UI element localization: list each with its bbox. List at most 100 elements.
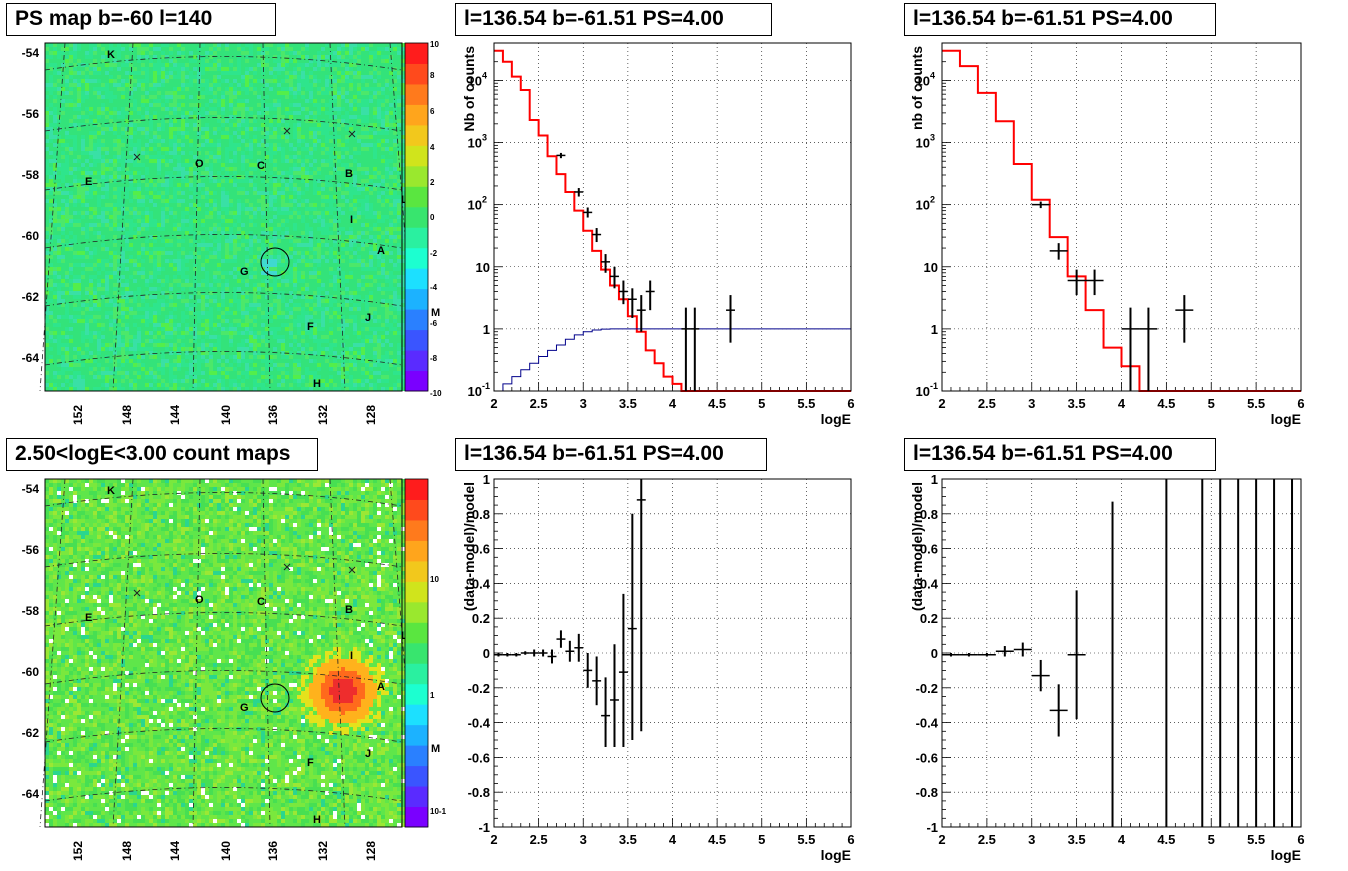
x-tick-label: 5.5 — [1247, 832, 1265, 847]
y-tick-label: 0 — [931, 646, 938, 661]
data-point — [1068, 590, 1086, 719]
x-tick-label: 2 — [490, 396, 497, 411]
lon-tick-label: 140 — [219, 405, 233, 425]
source-label: B — [345, 604, 353, 616]
y-tick-label: 10 — [916, 384, 930, 399]
source-label: J — [365, 312, 371, 324]
data-point — [565, 641, 574, 662]
data-point — [690, 308, 699, 391]
spectrum-top-middle-title: l=136.54 b=-61.51 PS=4.00 — [455, 3, 772, 36]
y-axis-title: (data-model)/model — [461, 482, 477, 611]
colorbar-segment — [405, 540, 428, 561]
lon-tick-label: 132 — [316, 841, 330, 861]
source-label: G — [240, 266, 249, 278]
ps-map: KOCBELIAGMJFNDH-54-56-58-60-62-641521481… — [22, 40, 442, 425]
x-tick-label: 5.5 — [797, 396, 815, 411]
colorbar-segment — [405, 499, 428, 520]
colorbar-segment — [405, 63, 428, 84]
data-point — [628, 514, 637, 740]
data-point — [592, 656, 601, 705]
colorbar-segment — [405, 166, 428, 187]
y-tick-exponent: 4 — [482, 70, 487, 80]
source-label: O — [195, 594, 204, 606]
x-axis-title: logE — [1271, 411, 1301, 427]
chart-bottom-right: 2 2.5 3 3.5 4 4.5 5 5.5 6-1-0.8-0.6-0.4-0.200.20… — [909, 472, 1305, 863]
source-label: G — [240, 702, 249, 714]
lon-tick-label: 136 — [266, 841, 280, 861]
x-tick-label: 4.5 — [1157, 396, 1175, 411]
x-tick-label: 2.5 — [978, 832, 996, 847]
lon-tick-label: 128 — [364, 841, 378, 861]
y-tick-exponent: 2 — [482, 195, 487, 205]
data-point — [503, 653, 512, 656]
x-tick-label: 4 — [1118, 832, 1126, 847]
x-tick-label: 6 — [1297, 396, 1304, 411]
lat-tick-label: -62 — [22, 290, 40, 304]
data-point — [583, 653, 592, 688]
data-point — [548, 650, 557, 664]
x-tick-label: 5.5 — [1247, 396, 1265, 411]
colorbar-segment — [405, 663, 428, 684]
colorbar-segment — [405, 786, 428, 807]
residual-bottom-right-title: l=136.54 b=-61.51 PS=4.00 — [904, 438, 1216, 471]
x-tick-label: 2 — [938, 832, 945, 847]
colorbar-tick-label: -4 — [430, 283, 438, 292]
x-tick-label: 2 — [938, 396, 945, 411]
colorbar-segment — [405, 84, 428, 105]
source-label: J — [365, 748, 371, 760]
lon-tick-label: 128 — [364, 405, 378, 425]
colorbar-segment — [405, 371, 428, 392]
colorbar-segment — [405, 725, 428, 746]
data-point — [1032, 660, 1050, 691]
x-tick-label: 4.5 — [708, 832, 726, 847]
x-tick-label: 4 — [669, 396, 677, 411]
colorbar-segment — [405, 186, 428, 207]
y-tick-exponent: 4 — [930, 70, 935, 80]
data-point — [996, 646, 1014, 656]
data-point — [1050, 243, 1068, 260]
source-label: A — [377, 245, 385, 257]
y-tick-label: 10 — [468, 384, 482, 399]
colorbar-tick-label: -8 — [430, 354, 438, 363]
x-tick-label: 4 — [669, 832, 677, 847]
colorbar-tick-label: 0 — [430, 213, 435, 222]
y-tick-label: -0.8 — [916, 785, 938, 800]
colorbar-tick-label: 6 — [430, 107, 435, 116]
data-point — [592, 228, 601, 242]
data-point — [628, 288, 637, 318]
colorbar-segment — [405, 479, 428, 500]
y-tick-exponent: -1 — [482, 381, 490, 391]
x-axis-title: logE — [821, 847, 851, 863]
data-point — [942, 653, 960, 656]
data-point — [512, 653, 521, 656]
y-tick-label: -0.6 — [468, 750, 490, 765]
y-tick-label: 0.2 — [920, 611, 938, 626]
colorbar-segment — [405, 622, 428, 643]
colorbar-segment — [405, 520, 428, 541]
lat-tick-label: -60 — [22, 665, 40, 679]
lat-tick-label: -54 — [22, 46, 40, 60]
source-label: C — [257, 596, 265, 608]
colorbar-segment — [405, 745, 428, 766]
colorbar-segment — [405, 43, 428, 64]
x-tick-label: 3.5 — [1068, 832, 1086, 847]
data-point — [646, 281, 655, 311]
residual-bottom-middle-title: l=136.54 b=-61.51 PS=4.00 — [455, 438, 767, 471]
colorbar-segment — [405, 684, 428, 705]
colorbar-segment — [405, 227, 428, 248]
colorbar-segment — [405, 248, 428, 269]
y-tick-label: -0.2 — [916, 681, 938, 696]
lon-tick-label: 152 — [71, 405, 85, 425]
x-tick-label: 4 — [1118, 396, 1126, 411]
colorbar-tick-label: 1 — [430, 691, 435, 700]
x-tick-label: 2.5 — [530, 832, 548, 847]
count-map: KOCBELIAGMJFNDH-54-56-58-60-62-641521481… — [22, 479, 447, 861]
x-tick-label: 4.5 — [1157, 832, 1175, 847]
y-tick-exponent: 3 — [930, 133, 935, 143]
colorbar-tick-label: 10 — [430, 40, 439, 49]
colorbar-segment — [405, 581, 428, 602]
y-tick-label: 1 — [483, 472, 490, 487]
colorbar-tick-label: 2 — [430, 178, 435, 187]
